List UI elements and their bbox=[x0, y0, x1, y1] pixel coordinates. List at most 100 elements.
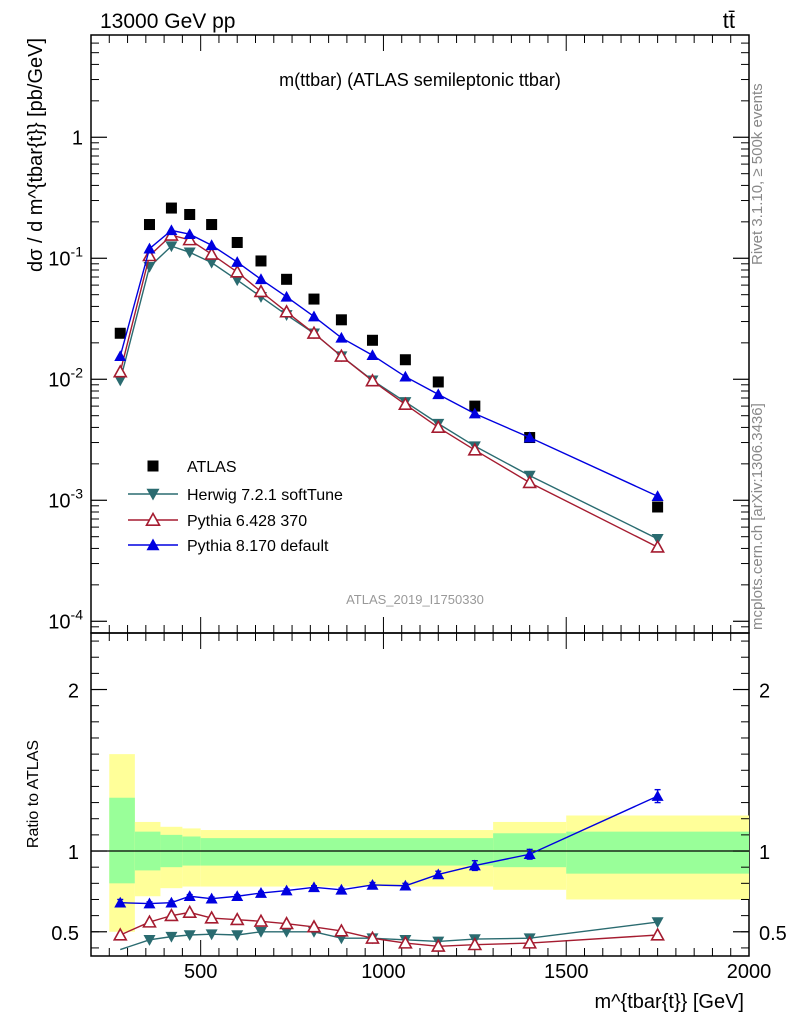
x-axis-label: m^{tbar{t}} [GeV] bbox=[595, 991, 744, 1013]
ratio-data-point bbox=[253, 913, 269, 927]
data-point bbox=[165, 224, 178, 236]
data-point bbox=[652, 501, 664, 513]
ratio-data-point bbox=[365, 930, 380, 944]
data-point bbox=[398, 396, 413, 410]
ratio-series-pythia-6-428-370 bbox=[112, 904, 665, 952]
ratio-data-point bbox=[205, 929, 218, 941]
ratio-data-point bbox=[307, 881, 320, 893]
data-point bbox=[399, 354, 411, 366]
ratio-data-point bbox=[205, 892, 218, 904]
ratio-data-point bbox=[522, 935, 538, 949]
data-point bbox=[254, 273, 267, 285]
ratio-data-point bbox=[182, 904, 198, 918]
series-line bbox=[119, 229, 658, 497]
y-tick-label: 10-2 bbox=[48, 364, 83, 391]
ratio-data-point bbox=[280, 884, 293, 896]
data-point bbox=[183, 228, 196, 240]
data-point bbox=[229, 264, 245, 278]
data-point bbox=[143, 262, 156, 273]
ratio-data-point bbox=[231, 890, 244, 902]
series-line bbox=[119, 234, 658, 548]
ratio-data-point bbox=[651, 917, 664, 929]
x-tick-label: 2000 bbox=[727, 961, 772, 983]
data-point bbox=[335, 331, 348, 343]
data-point bbox=[206, 219, 218, 231]
uncertainty-band-inner bbox=[109, 797, 135, 884]
ratio-data-point bbox=[432, 868, 445, 880]
ratio-data-point bbox=[467, 937, 483, 951]
ratio-data-point bbox=[164, 907, 179, 922]
data-point bbox=[308, 293, 320, 305]
legend-label: Pythia 6.428 370 bbox=[187, 513, 307, 530]
data-point bbox=[522, 474, 538, 489]
ratio-data-point bbox=[165, 931, 178, 943]
data-point bbox=[523, 431, 536, 443]
legend-item: Herwig 7.2.1 softTune bbox=[128, 487, 343, 504]
ratio-data-point bbox=[398, 935, 413, 949]
ratio-data-point bbox=[143, 897, 156, 909]
data-point bbox=[366, 334, 378, 346]
data-point bbox=[651, 534, 664, 545]
data-point bbox=[399, 370, 412, 382]
ratio-data-point bbox=[279, 916, 294, 930]
ratio-data-point bbox=[280, 926, 293, 938]
data-point bbox=[253, 283, 269, 298]
data-point bbox=[334, 348, 349, 362]
x-tick-label: 500 bbox=[184, 961, 217, 983]
legend-marker bbox=[146, 488, 160, 501]
ratio-data-point bbox=[254, 887, 267, 898]
ratio-data-point bbox=[399, 879, 412, 891]
data-point bbox=[307, 310, 320, 322]
series-atlas bbox=[114, 202, 664, 513]
data-point bbox=[231, 275, 244, 287]
series-pythia-8-170-default bbox=[114, 224, 664, 502]
ratio-data-point bbox=[112, 927, 128, 941]
ratio-y-tick-label-right: 2 bbox=[759, 681, 770, 703]
ratio-data-point bbox=[523, 848, 536, 860]
legend-marker bbox=[145, 511, 161, 527]
y-tick-label: 10-1 bbox=[48, 243, 83, 270]
ratio-panel: 0.5 0.5 1 1 2 2 500 1000 1500 2000 Ratio to ATLAS… bbox=[25, 632, 786, 1013]
ratio-data-point bbox=[183, 930, 196, 942]
ratio-data-point bbox=[142, 914, 157, 928]
ratio-series-line bbox=[119, 911, 658, 948]
ratio-data-point bbox=[650, 927, 665, 941]
ratio-data-point bbox=[204, 910, 219, 924]
data-point bbox=[231, 236, 243, 248]
ratio-y-tick-label: 1 bbox=[68, 842, 79, 864]
ratio-data-point bbox=[306, 919, 322, 933]
data-point bbox=[114, 327, 126, 339]
data-point bbox=[469, 400, 481, 412]
data-point bbox=[205, 257, 218, 269]
data-point bbox=[279, 304, 294, 318]
ratio-y-tick-label-right: 1 bbox=[759, 842, 770, 864]
legend-label: ATLAS bbox=[187, 459, 237, 476]
data-point bbox=[468, 407, 481, 419]
main-title: m(ttbar) (ATLAS semileptonic ttbar) bbox=[279, 70, 561, 90]
ratio-series-herwig-7-2-1-softtune bbox=[120, 917, 664, 951]
main-panel: m(ttbar) (ATLAS semileptonic ttbar) ATLA… bbox=[25, 34, 750, 634]
ratio-uncertainty-bands bbox=[109, 754, 749, 932]
data-point bbox=[650, 539, 665, 553]
series-pythia-6-428-370 bbox=[112, 227, 665, 553]
y-tick-label: 10-3 bbox=[48, 485, 83, 512]
data-point bbox=[430, 419, 446, 434]
data-point bbox=[183, 247, 196, 259]
ratio-data-point bbox=[114, 896, 127, 908]
data-point bbox=[143, 242, 156, 254]
data-point bbox=[467, 442, 483, 456]
ratio-data-point bbox=[430, 938, 446, 952]
y-tick-label: 1 bbox=[72, 127, 83, 149]
main-series bbox=[112, 202, 665, 553]
legend-item: ATLAS bbox=[147, 459, 237, 476]
legend-label: Pythia 8.170 default bbox=[187, 538, 329, 555]
ratio-data-point bbox=[143, 935, 156, 946]
series-line bbox=[119, 245, 658, 540]
process-label: tt̄ bbox=[723, 8, 735, 33]
x-tick-label: 1500 bbox=[544, 961, 589, 983]
data-point bbox=[432, 376, 444, 388]
data-point bbox=[204, 246, 219, 260]
legend-marker bbox=[147, 460, 159, 472]
y-tick-label: 10-4 bbox=[48, 606, 83, 633]
legend-label: Herwig 7.2.1 softTune bbox=[187, 487, 343, 504]
